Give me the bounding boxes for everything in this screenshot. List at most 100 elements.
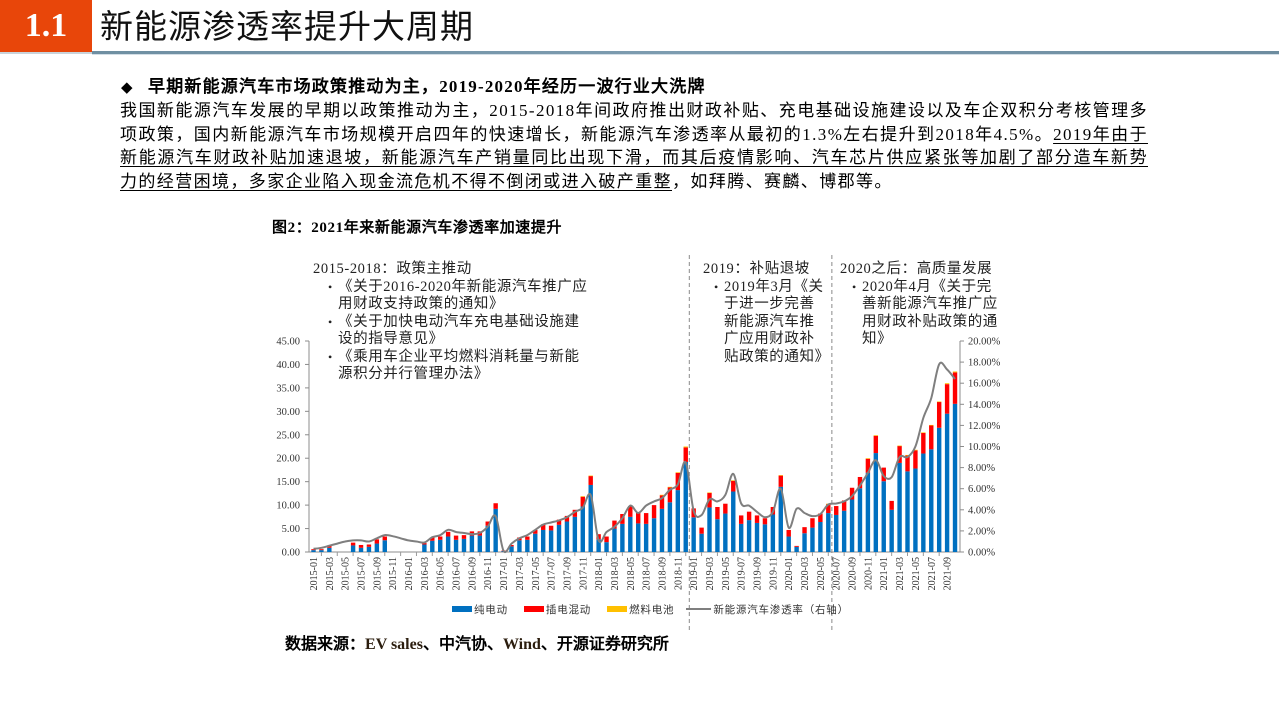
bar-segment-bev — [517, 540, 522, 552]
bar-segment-bev — [311, 550, 316, 552]
right-axis-label: 8.00% — [968, 463, 995, 474]
bar-segment-phev — [588, 476, 593, 485]
annotation-item-text: 《关于2016-2020年新能源汽车推广应 用财政支持政策的通知》 — [338, 279, 587, 314]
bar-segment-phev — [548, 525, 554, 531]
left-axis-label: 0.00 — [282, 548, 300, 559]
bar-segment-phev — [667, 487, 673, 503]
bar-segment-bev — [818, 521, 823, 552]
bar-segment-phev — [944, 384, 950, 414]
header-divider — [92, 51, 1279, 55]
bar-segment-bev — [319, 550, 324, 552]
bar-segment-bev — [667, 502, 673, 552]
bar-segment-phev — [493, 503, 498, 509]
legend-item-fcv: 燃料电池 — [607, 602, 674, 617]
annotation-line: 《关于2016-2020年新能源汽车推广应 — [338, 278, 588, 295]
paragraph-underlined-text: 2019年由于 — [1053, 124, 1148, 144]
bar-segment-phev — [754, 515, 760, 523]
x-axis-label: 2016-03 — [420, 557, 431, 590]
bar-segment-fcv — [944, 383, 950, 385]
x-axis-label: 2015-03 — [325, 557, 336, 590]
bar-segment-bev — [485, 525, 490, 552]
bar-segment-bev — [675, 490, 681, 552]
annotation-2019: 2019：补贴退坡 • 2019年3月《关 于进一步完善 新能源汽车推 广应用财… — [703, 261, 830, 366]
bar-segment-phev — [786, 529, 791, 537]
bar-segment-bev — [628, 516, 633, 552]
bar-segment-bev — [802, 533, 807, 552]
left-axis-label: 35.00 — [276, 383, 300, 394]
bar-segment-phev — [857, 476, 863, 489]
bar-segment-phev — [572, 509, 578, 517]
right-axis-label: 16.00% — [968, 379, 1001, 390]
annotation-2020-after: 2020之后：高质量发展 • 2020年4月《关于完 善新能源汽车推广应 用财政… — [840, 261, 998, 349]
annotation-line: 用财政支持政策的通知》 — [338, 296, 505, 312]
bar-segment-bev — [770, 514, 776, 552]
x-axis-label: 2018-03 — [610, 557, 621, 590]
x-axis-label: 2016-11 — [483, 557, 494, 590]
annotation-line: 2020年4月《关于完 — [862, 278, 992, 295]
bar-segment-bev — [731, 491, 736, 552]
bar-segment-bev — [366, 546, 372, 552]
bar-segment-bev — [952, 403, 958, 552]
right-axis-label: 0.00% — [968, 548, 995, 559]
bar-segment-bev — [445, 536, 451, 552]
right-axis-label: 6.00% — [968, 484, 995, 495]
bar-segment-bev — [643, 523, 649, 552]
bar-segment-fcv — [929, 424, 934, 426]
bar-segment-fcv — [667, 486, 673, 488]
bar-segment-phev — [802, 527, 807, 534]
left-axis-label: 25.00 — [276, 430, 300, 441]
bar-segment-bev — [540, 529, 546, 552]
bar-segment-bev — [382, 540, 387, 552]
body-paragraph: 我国新能源汽车发展的早期以政策推动为主，2015-2018年间政府推出财政补贴、… — [120, 99, 1148, 193]
annotation-item-text: 2019年3月《关 于进一步完善 新能源汽车推 广应用财政补 贴政策的通知》 — [724, 279, 830, 367]
x-axis-label: 2015-09 — [372, 557, 383, 590]
x-axis-label: 2019-07 — [737, 557, 748, 590]
legend-label: 纯电动 — [474, 604, 508, 616]
bar-segment-phev — [683, 447, 688, 462]
bar-segment-bev — [778, 486, 783, 552]
bullet-dot-icon: • — [328, 279, 333, 294]
bar-segment-phev — [794, 545, 799, 547]
bar-segment-bev — [841, 510, 847, 552]
bar-segment-bev — [897, 462, 902, 552]
bar-segment-bev — [564, 521, 570, 552]
bar-segment-bev — [651, 518, 657, 552]
bar-segment-phev — [445, 531, 451, 537]
x-axis-label: 2017-05 — [531, 557, 542, 590]
legend-item-phev: 插电混动 — [523, 602, 591, 617]
bar-segment-bev — [636, 523, 641, 552]
bar-segment-bev — [525, 539, 530, 552]
bar-segment-bev — [707, 507, 712, 552]
bar-segment-fcv — [588, 475, 593, 477]
bar-segment-bev — [453, 539, 459, 552]
annotation-line: 2019年3月《关 — [724, 278, 824, 295]
x-axis-label: 2021-09 — [943, 557, 954, 590]
bar-segment-bev — [715, 519, 720, 552]
bar-segment-fcv — [952, 371, 958, 373]
bar-segment-phev — [382, 536, 387, 541]
legend-swatch-blue-icon — [452, 606, 472, 612]
bar-segment-bev — [929, 449, 934, 552]
x-axis-label: 2017-01 — [499, 557, 510, 590]
bar-segment-fcv — [675, 472, 681, 473]
bar-segment-phev — [913, 450, 918, 469]
legend-item-bev: 纯电动 — [452, 602, 508, 617]
bar-segment-phev — [366, 544, 372, 547]
bar-segment-phev — [762, 518, 768, 525]
annotation-line: 用财政补贴政策的通 — [862, 313, 998, 330]
penetration-rate-line — [313, 361, 956, 553]
bullet-heading: ◆ 早期新能源汽车市场政策推动为主，2019-2020年经历一波行业大洗牌 — [121, 76, 706, 98]
paragraph-line-1: 我国新能源汽车发展的早期以政策推动为主，2015-2018年间政府推出财政补贴、… — [120, 99, 1148, 123]
x-axis-label: 2017-09 — [562, 557, 573, 590]
legend-line-icon — [686, 608, 712, 610]
bar-segment-phev — [810, 518, 815, 528]
bar-segment-phev — [826, 504, 831, 514]
bar-segment-phev — [540, 524, 546, 530]
source-text: 、中汽协、 — [422, 636, 503, 653]
bar-segment-bev — [620, 523, 625, 552]
header-divider-left — [0, 52, 92, 54]
bar-segment-fcv — [683, 446, 688, 448]
bar-segment-fcv — [936, 401, 942, 403]
annotation-item: • 《关于加快电动汽车充电基础设施建 设的指导意见》 — [328, 314, 587, 349]
bar-segment-phev — [723, 503, 728, 514]
